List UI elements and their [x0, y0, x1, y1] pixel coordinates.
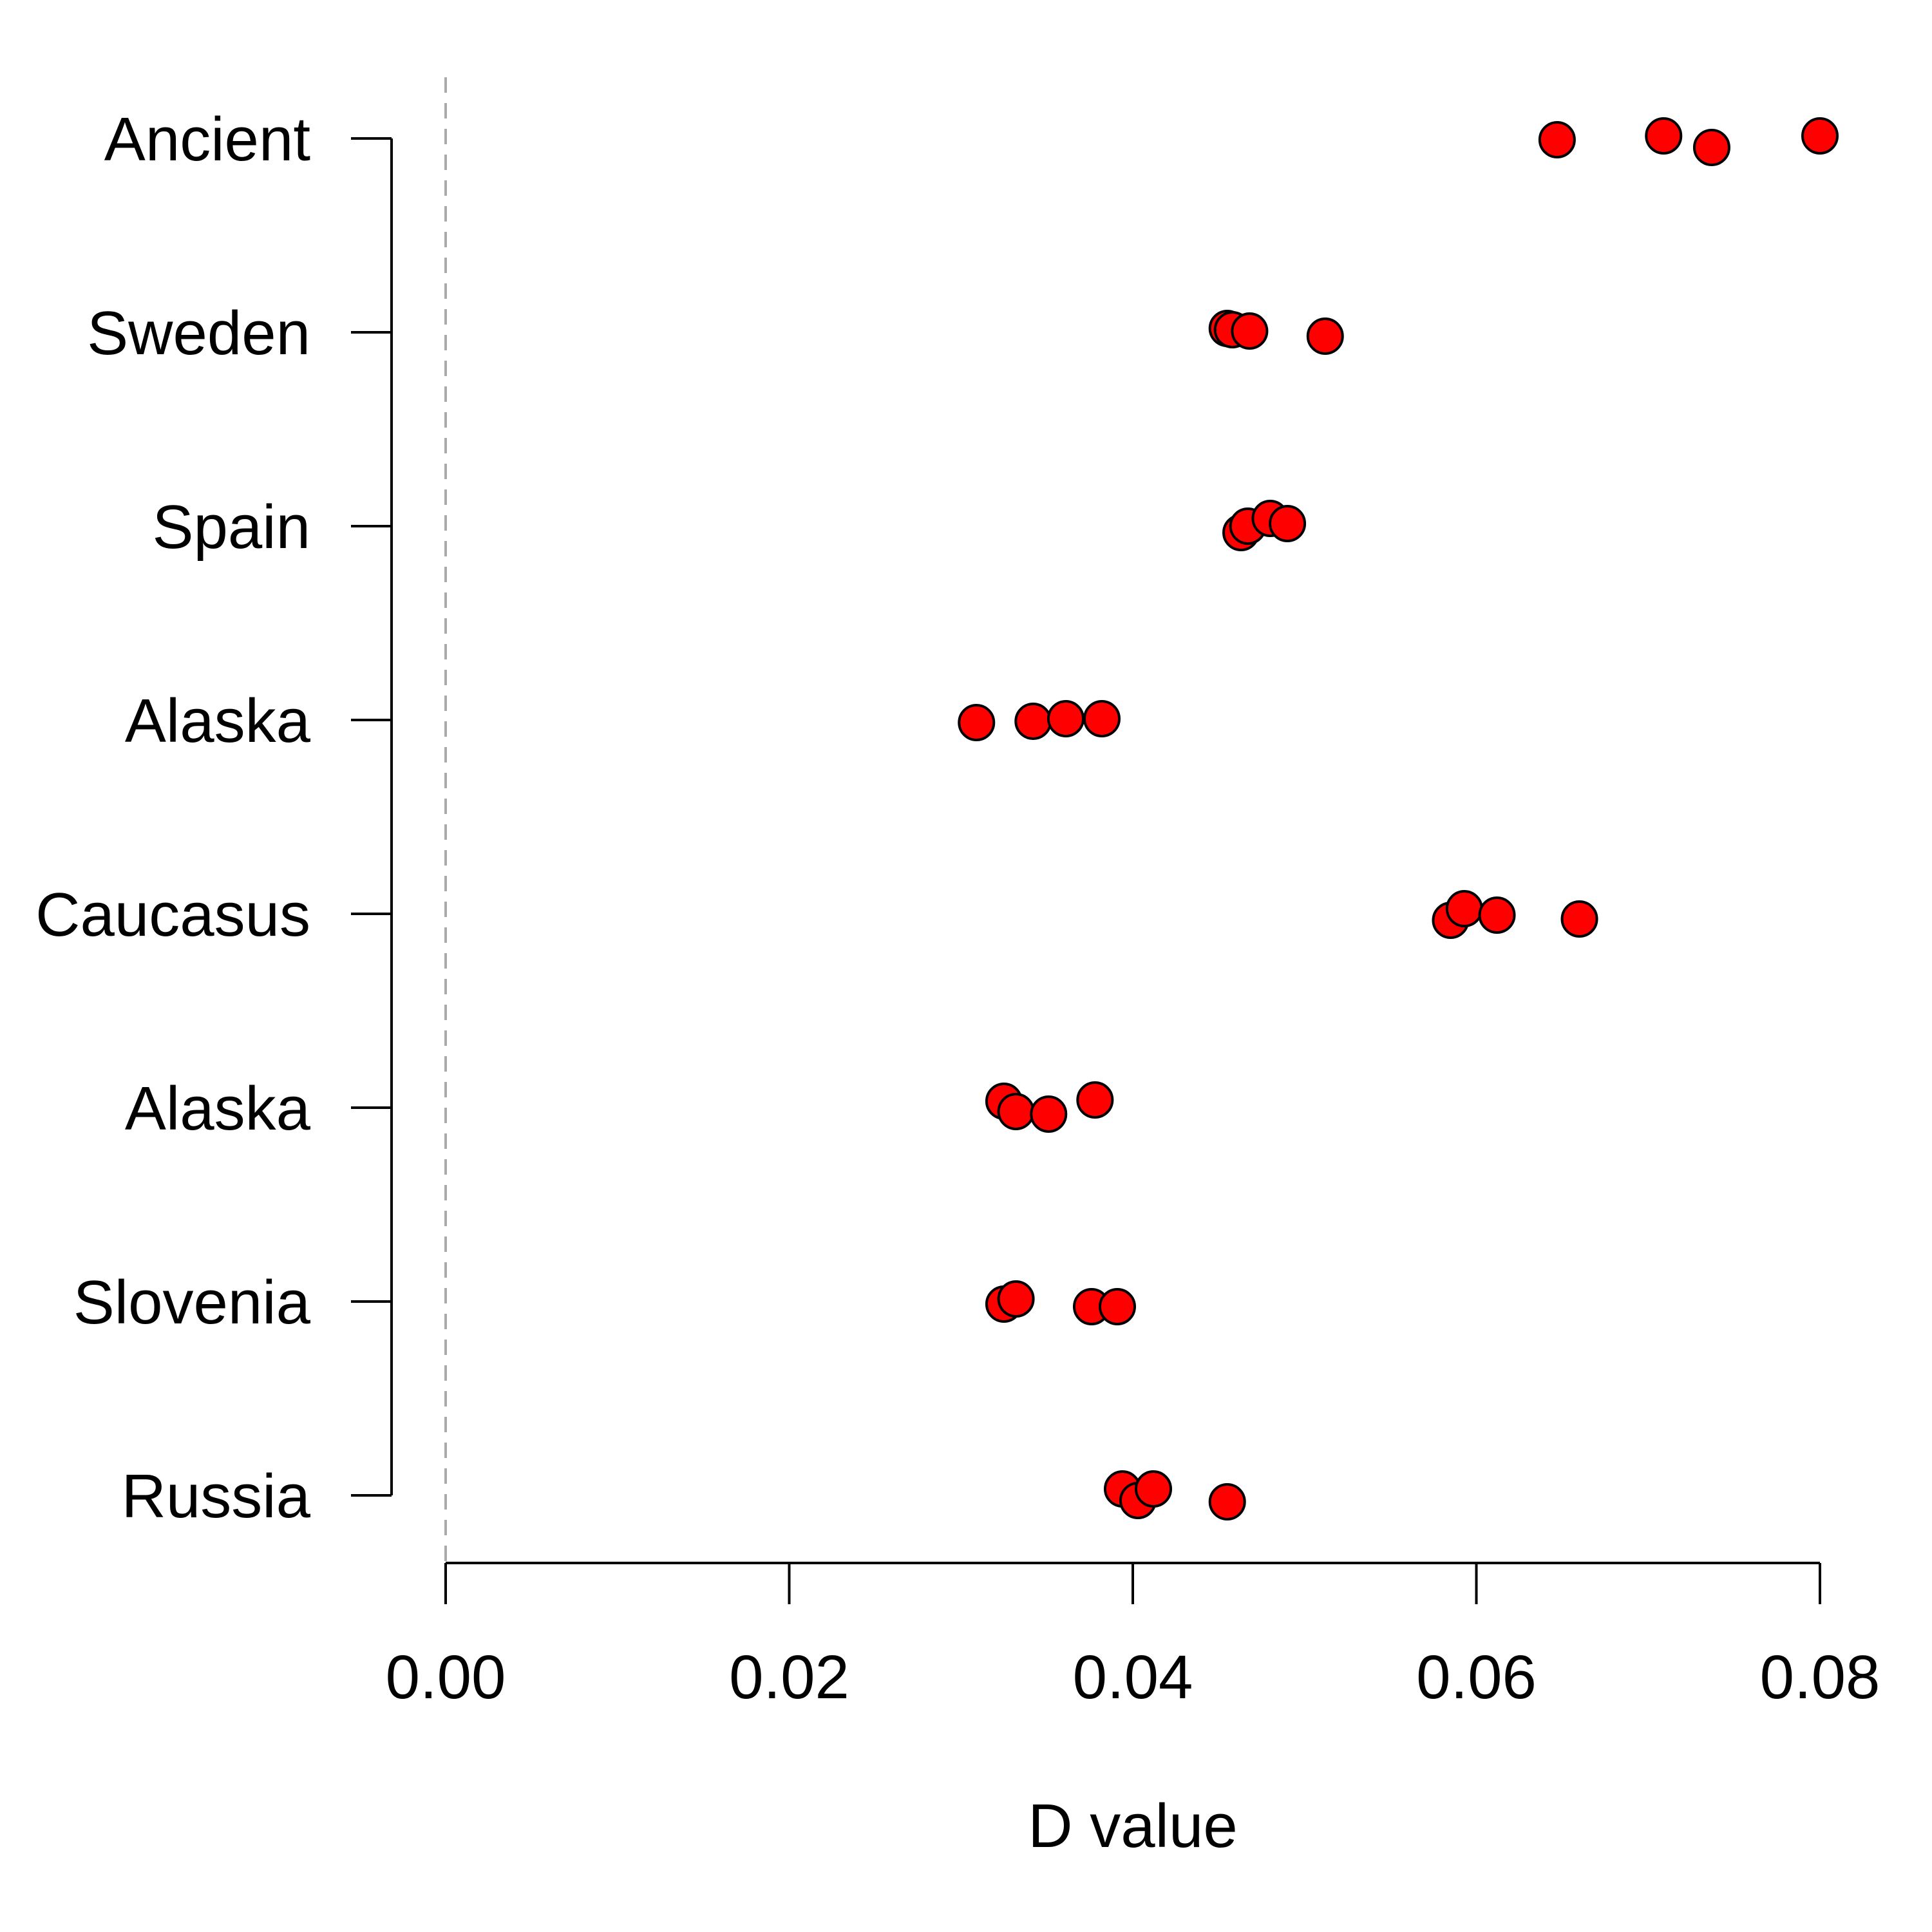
- data-point: [1076, 1081, 1114, 1119]
- data-point: [1801, 117, 1839, 155]
- x-axis-ticks: 0.00 0.02 0.04 0.06 0.08: [386, 1563, 1880, 1712]
- x-tick-label: 0.00: [386, 1643, 506, 1712]
- data-point: [958, 704, 996, 741]
- data-point: [1478, 896, 1516, 934]
- data-point: [1560, 900, 1598, 938]
- data-point: [1538, 121, 1576, 158]
- y-tick-label: Caucasus: [35, 880, 310, 949]
- data-point: [1231, 312, 1269, 350]
- y-tick-label: Ancient: [104, 105, 310, 174]
- data-point: [1645, 117, 1683, 155]
- data-point: [1306, 317, 1344, 355]
- x-tick-label: 0.06: [1416, 1643, 1537, 1712]
- x-tick-label: 0.04: [1073, 1643, 1193, 1712]
- y-axis-ticks: Ancient Sweden Spain Alaska Caucasus Alaska Sl…: [35, 105, 392, 1531]
- y-tick-label: Alaska: [125, 1074, 311, 1143]
- data-point: [1445, 890, 1483, 927]
- data-point: [1046, 700, 1084, 737]
- x-tick-label: 0.08: [1760, 1643, 1880, 1712]
- y-tick-label: Alaska: [125, 687, 311, 755]
- data-point: [1014, 703, 1052, 740]
- data-point: [1098, 1288, 1136, 1325]
- x-axis-title: D value: [1028, 1792, 1238, 1861]
- x-tick-label: 0.02: [729, 1643, 849, 1712]
- plot-area: Ancient Sweden Spain Alaska Caucasus Alaska Sl…: [35, 77, 1880, 1861]
- data-points: [958, 117, 1839, 1520]
- data-point: [997, 1093, 1035, 1130]
- data-point: [997, 1280, 1035, 1318]
- data-point: [1030, 1095, 1068, 1133]
- y-tick-label: Slovenia: [73, 1268, 311, 1337]
- data-point: [1692, 129, 1730, 166]
- data-point: [1208, 1483, 1246, 1520]
- data-point: [1269, 505, 1307, 542]
- y-tick-label: Russia: [122, 1462, 311, 1531]
- data-point: [1135, 1470, 1173, 1508]
- y-tick-label: Spain: [152, 493, 310, 562]
- data-point: [1083, 700, 1121, 737]
- y-tick-label: Sweden: [87, 299, 310, 368]
